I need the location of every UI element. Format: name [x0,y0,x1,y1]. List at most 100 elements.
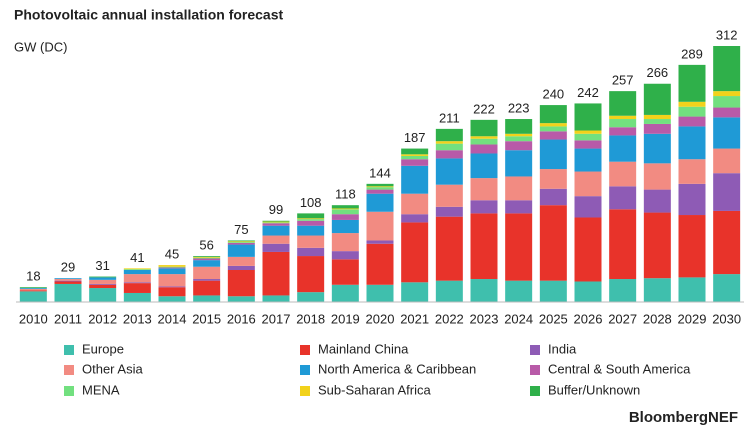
bar-segment [89,283,117,285]
bar-segment [297,218,325,220]
bar-segment [470,153,498,179]
bar-segment [193,260,221,267]
bar-segment [505,213,533,281]
bar-segment [643,114,671,120]
bar-segment [89,277,117,280]
bar-segment [366,183,394,187]
bar-segment [227,265,255,270]
bar-segment [401,159,429,166]
legend-swatch [300,345,310,355]
bar-segment [262,223,290,226]
total-label: 45 [165,247,179,262]
x-tick-label: 2030 [712,311,741,326]
x-tick-label: 2025 [539,311,568,326]
bar-segment [297,247,325,257]
bar-segment [470,136,498,139]
total-label: 187 [404,130,426,145]
subtitle: GW (DC) [14,39,67,54]
bar-segment [227,270,255,297]
x-tick-label: 2018 [296,311,325,326]
bar-segment [643,123,671,134]
total-label: 108 [300,195,322,210]
bar-segment [89,288,117,302]
bar-segment [539,280,567,302]
bar-segment [574,281,602,302]
bar-segment [713,96,741,108]
bar-segment [678,215,706,278]
legend-swatch [64,365,74,375]
bar-segment [435,150,463,159]
bar-segment [297,256,325,293]
total-label: 99 [269,202,283,217]
x-tick-label: 2011 [54,311,82,326]
bar-segment [539,131,567,140]
bar-segment [678,277,706,302]
bar-segment [366,193,394,212]
bar-segment [366,186,394,188]
total-label: 56 [199,237,213,252]
bar-segment [297,213,325,219]
bar-segment [331,209,359,215]
bar-segment [678,101,706,107]
bar-segment [401,154,429,156]
bar-segment [227,242,255,245]
legend-swatch [300,386,310,396]
bar-segment [193,280,221,296]
x-tick-label: 2020 [366,311,395,326]
x-tick-label: 2024 [504,311,533,326]
bar-segment [123,274,151,283]
bar-segment [505,133,533,137]
bar-segment [435,141,463,144]
bar-segment [123,269,151,270]
bar-segment [609,119,637,128]
bar-segment [158,274,186,287]
bar-segment [539,205,567,281]
bar-segment [366,284,394,302]
bar-segment [262,221,290,223]
bar-segment [435,216,463,281]
x-tick-label: 2014 [158,311,187,326]
bar-segment [678,106,706,117]
bar-segment [505,136,533,142]
bar-segment [574,103,602,131]
bar-segment [262,251,290,296]
bar-segment [713,107,741,118]
bar-segment [89,279,117,284]
bar-segment [331,208,359,210]
total-label: 41 [130,250,144,265]
bar-segment [574,130,602,134]
bar-segment [609,161,637,187]
bar-segment [713,148,741,174]
bar-segment [331,251,359,260]
bar-segment [574,140,602,149]
bar-segment [539,126,567,132]
x-tick-label: 2012 [88,311,117,326]
bar-segment [193,258,221,261]
total-label: 242 [577,85,599,100]
bar-segment [262,295,290,302]
x-tick-label: 2028 [643,311,672,326]
legend-label: North America & Caribbean [318,361,476,376]
bar-segment [331,214,359,220]
bar-segment [297,235,325,248]
bar-segment [713,117,741,149]
total-label: 211 [439,110,460,125]
bar-segment [89,284,117,289]
bar-segment [643,278,671,302]
bar-segment [158,296,186,302]
legend-label: India [548,341,577,356]
x-tick-label: 2026 [574,311,603,326]
bar-segment [331,205,359,209]
bar-segment [193,257,221,259]
bar-segment [262,222,290,224]
bar-segment [331,259,359,285]
legend-swatch [64,386,74,396]
bar-segment [262,243,290,252]
bar-segment [123,282,151,284]
bar-segment [193,295,221,302]
x-tick-label: 2019 [331,311,360,326]
bar-segment [574,148,602,172]
total-label: 18 [26,269,40,284]
x-tick-label: 2015 [192,311,221,326]
